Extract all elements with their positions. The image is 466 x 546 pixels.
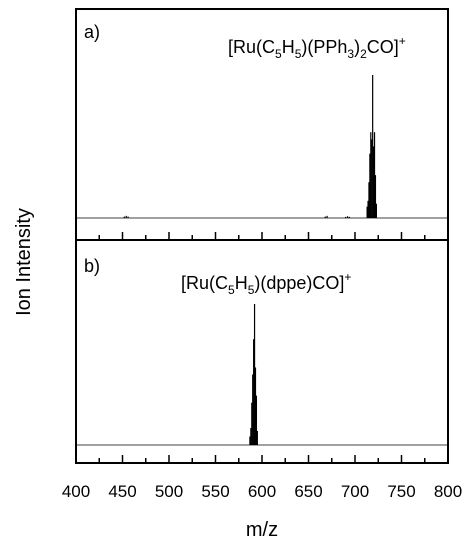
x-axis-tick-labels: 400 450 500 550 600 650 700 750 800: [62, 482, 462, 501]
x-tick-label-550: 550: [201, 482, 229, 501]
y-axis-title: Ion Intensity: [13, 208, 35, 316]
panel-a-tag: a): [84, 22, 100, 42]
x-tick-label-650: 650: [294, 482, 322, 501]
label-b-part2: H: [235, 273, 248, 293]
label-a-part2: H: [282, 37, 295, 57]
panel-b-tag: b): [84, 256, 100, 276]
x-tick-label-400: 400: [62, 482, 90, 501]
label-a-sub1: 5: [275, 47, 282, 61]
label-a-part1: [Ru(C: [228, 37, 275, 57]
x-axis-title: m/z: [246, 519, 278, 541]
label-a-sub2: 5: [295, 47, 302, 61]
x-tick-label-450: 450: [108, 482, 136, 501]
label-b-sup: +: [344, 270, 351, 284]
label-a-sup: +: [399, 34, 406, 48]
label-b-sub2: 5: [248, 283, 255, 297]
x-tick-label-500: 500: [155, 482, 183, 501]
x-tick-label-750: 750: [387, 482, 415, 501]
panel-b-spectrum: [249, 304, 258, 445]
x-tick-label-600: 600: [248, 482, 276, 501]
panel-a-compound-label: [Ru(C5H5)(PPh3)2CO]+: [228, 34, 406, 61]
x-axis-ticks: [75, 232, 449, 463]
panel-b-compound-label: [Ru(C5H5)(dppe)CO]+: [181, 270, 351, 297]
label-b-part1: [Ru(C: [181, 273, 228, 293]
label-a-sub3: 3: [347, 47, 354, 61]
panel-a-spectrum: [123, 75, 377, 218]
label-b-part3: )(dppe)CO]: [254, 273, 344, 293]
x-tick-label-800: 800: [434, 482, 462, 501]
label-a-part3: )(PPh: [301, 37, 347, 57]
label-a-part5: CO]: [367, 37, 399, 57]
label-a-sub4: 2: [360, 47, 367, 61]
x-tick-label-700: 700: [341, 482, 369, 501]
label-a-part4: ): [354, 37, 360, 57]
label-b-sub1: 5: [228, 283, 235, 297]
